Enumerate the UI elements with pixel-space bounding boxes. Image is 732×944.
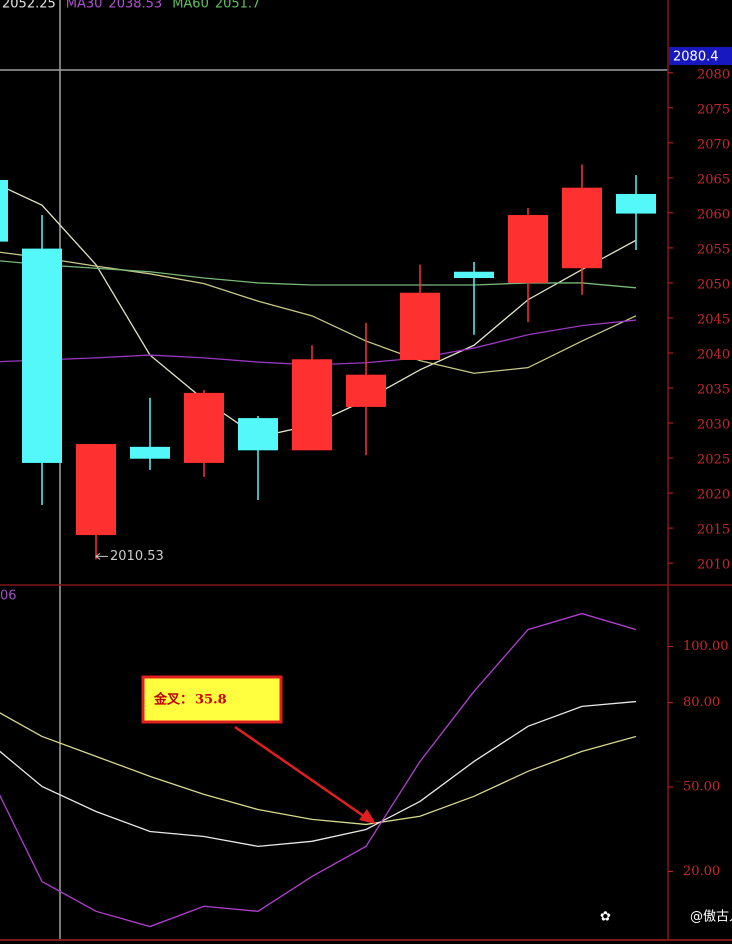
candle-body: [454, 271, 494, 279]
indicator-line: [0, 251, 637, 374]
header-value: 2052.25: [2, 0, 56, 12]
candle-body: [238, 418, 278, 451]
candle-body: [508, 214, 548, 283]
y-tick-label: 2040: [697, 347, 730, 362]
watermark-icon: ✿: [600, 910, 611, 925]
y-tick-label: 2055: [697, 242, 730, 257]
watermark: @傲古人亨: [690, 909, 732, 925]
indicator-line: [0, 612, 637, 928]
y-tick-label: 2025: [697, 453, 730, 468]
annotation-value: 35.8: [195, 693, 227, 708]
y-tick-label: 2020: [697, 488, 730, 503]
candle-body: [0, 179, 8, 242]
candle-body: [76, 444, 116, 536]
candle-body: [22, 248, 62, 463]
header-value: 2051.7: [215, 0, 261, 12]
annotation-box: [141, 675, 283, 724]
indicator-line: [0, 712, 637, 826]
y-tick-label: 2050: [697, 277, 730, 292]
y-tick-label: 50.00: [683, 780, 720, 795]
y-tick-label: 2065: [697, 172, 730, 187]
candle-body: [616, 193, 656, 214]
y-tick-label: 2080: [697, 67, 730, 82]
annotation-arrow-head: [359, 808, 376, 824]
annotation-label: 金叉：: [153, 692, 193, 708]
candle-body: [346, 374, 386, 407]
indicator-line: [0, 319, 637, 366]
y-tick-label: 20.00: [683, 864, 720, 879]
indicator-label: 06: [0, 589, 17, 604]
y-tick-label: 80.00: [683, 695, 720, 710]
candle-body: [130, 446, 170, 459]
current-value-box: [669, 47, 732, 65]
y-tick-label: 2075: [697, 102, 730, 117]
low-arrow-head: [95, 552, 101, 560]
y-tick-label: 2070: [697, 137, 730, 152]
indicator-line: [0, 700, 637, 848]
annotation-arrow: [234, 725, 369, 821]
y-tick-label: 2010: [697, 558, 730, 573]
header-label: MA60: [172, 0, 209, 12]
y-tick-label: 2045: [697, 312, 730, 327]
header-value: 2038.53: [108, 0, 162, 12]
y-tick-label: 2035: [697, 382, 730, 397]
header-label: MA30: [66, 0, 103, 12]
y-tick-label: 2030: [697, 418, 730, 433]
candle-body: [400, 292, 440, 360]
candle-body: [184, 392, 224, 463]
candle-body: [292, 359, 332, 451]
y-tick-label: 2015: [697, 523, 730, 538]
low-label: 2010.53: [110, 549, 164, 564]
y-tick-label: 100.00: [683, 639, 729, 654]
y-tick-label: 2060: [697, 207, 730, 222]
candle-body: [562, 187, 602, 269]
current-value-label: 2080.4: [673, 50, 719, 65]
